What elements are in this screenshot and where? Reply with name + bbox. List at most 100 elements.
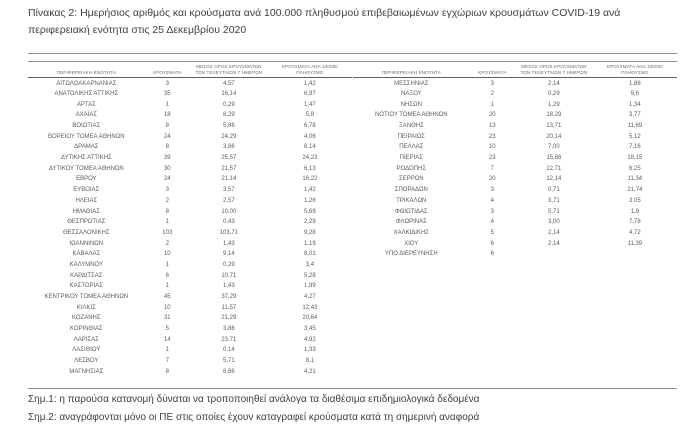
- cases-cell: 13: [488, 123, 496, 130]
- region-name-cell: ΛΑΣΙΘΙΟΥ: [72, 347, 101, 354]
- avg7-cell: 16,14: [221, 90, 237, 97]
- per100k-cell: 11,34: [627, 176, 643, 183]
- cases-cell: 1: [165, 347, 169, 354]
- table-row: ΠΕΛΛΑΣ 10 7,00 7,16: [353, 142, 677, 153]
- per100k-cell: 1,26: [304, 197, 316, 204]
- cases-cell: 1: [165, 101, 169, 108]
- table-row: ΚΑΒΑΛΑΣ 10 9,14 8,01: [28, 249, 352, 260]
- region-name-cell: ΗΛΕΙΑΣ: [75, 197, 98, 204]
- region-name-cell: ΧΙΟΥ: [404, 240, 419, 247]
- divider-top-2: [28, 61, 677, 62]
- table-row: ΛΑΣΙΘΙΟΥ 1 0,14 1,33: [28, 345, 352, 356]
- table-caption: Πίνακας 2: Ημερήσιος αριθμός και κρούσμα…: [28, 7, 621, 37]
- avg7-cell: 2,14: [548, 80, 560, 87]
- avg7-cell: 9,14: [223, 251, 235, 258]
- avg7-cell: 2,14: [548, 229, 560, 236]
- col-header-avg7: ΜΕΣΟΣ ΟΡΟΣ ΚΡΟΥΣΜΑΤΩΝ ΤΩΝ ΤΕΛΕΥΤΑΙΩΝ 7 Η…: [514, 64, 593, 79]
- per100k-cell: 4,92: [304, 336, 316, 343]
- table-row: ΡΟΔΟΠΗΣ 7 12,71 6,25: [353, 163, 677, 174]
- cases-cell: 3: [490, 208, 494, 215]
- region-name-cell: ΚΟΡΙΝΘΙΑΣ: [70, 326, 103, 333]
- avg7-cell: 8,86: [223, 368, 235, 375]
- per100k-cell: 9,6: [630, 90, 640, 97]
- table-row: ΥΠΟ ΔΙΕΡΕΥΝΗΣΗ 6: [353, 249, 677, 260]
- cases-cell: 10: [163, 251, 171, 258]
- table-row: ΚΑΛΥΜΝΟΥ 1 0,29 3,4: [28, 260, 352, 271]
- table-row: ΚΑΣΤΟΡΙΑΣ 1 1,43 1,99: [28, 281, 352, 292]
- table-row: ΣΕΡΡΩΝ 20 12,14 11,34: [353, 174, 677, 185]
- table-row: ΗΛΕΙΑΣ 2 2,57 1,26: [28, 196, 352, 207]
- per100k-cell: [593, 249, 677, 260]
- table-row: ΘΕΣΣΑΛΟΝΙΚΗΣ 103 103,71 9,28: [28, 228, 352, 239]
- cases-cell: 2: [165, 197, 169, 204]
- avg7-cell: 23,71: [221, 336, 237, 343]
- region-name-cell: ΚΑΛΥΜΝΟΥ: [69, 261, 103, 268]
- cases-cell: 3: [165, 80, 169, 87]
- per100k-cell: 1,99: [304, 283, 316, 290]
- table-row: ΕΒΡΟΥ 24 21,14 16,22: [28, 174, 352, 185]
- cases-cell: 1: [490, 101, 494, 108]
- per100k-cell: 5,8: [305, 112, 315, 119]
- region-name-cell: ΛΑΡΙΣΑΣ: [73, 336, 99, 343]
- region-name-cell: ΦΘΙΩΤΙΔΑΣ: [394, 208, 428, 215]
- per100k-cell: 8,01: [304, 251, 316, 258]
- per100k-cell: 12,43: [302, 304, 318, 311]
- cases-cell: 39: [163, 155, 171, 162]
- region-name-cell: ΒΟΙΩΤΙΑΣ: [72, 123, 101, 130]
- avg7-cell: 13,71: [546, 123, 562, 130]
- table-row: ΛΑΡΙΣΑΣ 14 23,71 4,92: [28, 334, 352, 345]
- region-name-cell: ΚΑΣΤΟΡΙΑΣ: [69, 283, 103, 290]
- region-name-cell: ΘΕΣΠΡΩΤΙΑΣ: [67, 219, 106, 226]
- cases-cell: 4: [490, 197, 494, 204]
- region-name-cell: ΝΑΞΟΥ: [400, 90, 422, 97]
- region-name-cell: ΕΥΒΟΙΑΣ: [73, 187, 100, 194]
- table-row: ΝΗΣΩΝ 1 1,29 1,34: [353, 99, 677, 110]
- avg7-cell: 0,14: [223, 347, 235, 354]
- per100k-cell: 1,19: [304, 240, 316, 247]
- col-header-per100k: ΚΡΟΥΣΜΑΤΑ ΑΝΑ 100000 ΠΛΗΘΥΣΜΟ: [592, 64, 677, 79]
- cases-cell: 20: [488, 176, 496, 183]
- per100k-cell: 11,69: [627, 123, 643, 130]
- col-header-cases: ΚΡΟΥΣΜΑΤΑ: [469, 64, 515, 79]
- per100k-cell: 9,28: [304, 229, 316, 236]
- per100k-cell: 24,23: [302, 155, 318, 162]
- per100k-cell: 7,16: [629, 144, 641, 151]
- col-header-cases: ΚΡΟΥΣΜΑΤΑ: [144, 64, 190, 79]
- table-row: ΚΑΡΔΙΤΣΑΣ 6 10,71 5,28: [28, 270, 352, 281]
- per100k-cell: 6,25: [629, 165, 641, 172]
- cases-cell: 24: [163, 176, 171, 183]
- cases-cell: 14: [163, 336, 171, 343]
- footnote-1: Σημ.1: η παρούσα κατανομή δύναται να τρο…: [28, 394, 480, 405]
- per100k-cell: 2,29: [304, 219, 316, 226]
- avg7-cell: 3,57: [223, 187, 235, 194]
- avg7-cell: 3,86: [223, 144, 235, 151]
- per100k-cell: 18,15: [627, 155, 643, 162]
- avg7-cell: 12,14: [546, 176, 562, 183]
- region-name-cell: ΛΕΣΒΟΥ: [74, 358, 99, 365]
- per100k-cell: 1,34: [629, 101, 641, 108]
- table-row: ΞΑΝΘΗΣ 13 13,71 11,69: [353, 121, 677, 132]
- region-name-cell: ΚΟΖΑΝΗΣ: [72, 315, 101, 322]
- avg7-cell: 0,71: [548, 187, 560, 194]
- cases-cell: 20: [488, 112, 496, 119]
- region-name-cell: ΧΑΛΚΙΔΙΚΗΣ: [393, 229, 430, 236]
- per100k-cell: 1,88: [629, 80, 641, 87]
- cases-cell: 3: [165, 187, 169, 194]
- region-name-cell: ΑΧΑΪΑΣ: [75, 112, 97, 119]
- avg7-cell: 1,43: [223, 283, 235, 290]
- avg7-cell: 3,86: [223, 326, 235, 333]
- region-name-cell: ΚΑΡΔΙΤΣΑΣ: [70, 272, 103, 279]
- avg7-cell: 1,43: [223, 240, 235, 247]
- table-row: ΜΕΣΣΗΝΙΑΣ 3 2,14 1,88: [353, 78, 677, 89]
- avg7-cell: 24,29: [221, 133, 237, 140]
- table-row: ΔΥΤΙΚΟΥ ΤΟΜΕΑ ΑΘΗΝΩΝ 30 21,57 6,13: [28, 163, 352, 174]
- cases-cell: 8: [165, 208, 169, 215]
- region-name-cell: ΠΕΙΡΑΙΩΣ: [397, 133, 426, 140]
- region-name-cell: ΕΒΡΟΥ: [76, 176, 97, 183]
- avg7-cell: [515, 249, 593, 260]
- region-name-cell: ΔΡΑΜΑΣ: [74, 144, 99, 151]
- avg7-cell: 21,29: [221, 315, 237, 322]
- avg7-cell: 3,71: [548, 197, 560, 204]
- table-row: ΦΘΙΩΤΙΔΑΣ 3 5,71 1,9: [353, 206, 677, 217]
- avg7-cell: 0,29: [223, 261, 235, 268]
